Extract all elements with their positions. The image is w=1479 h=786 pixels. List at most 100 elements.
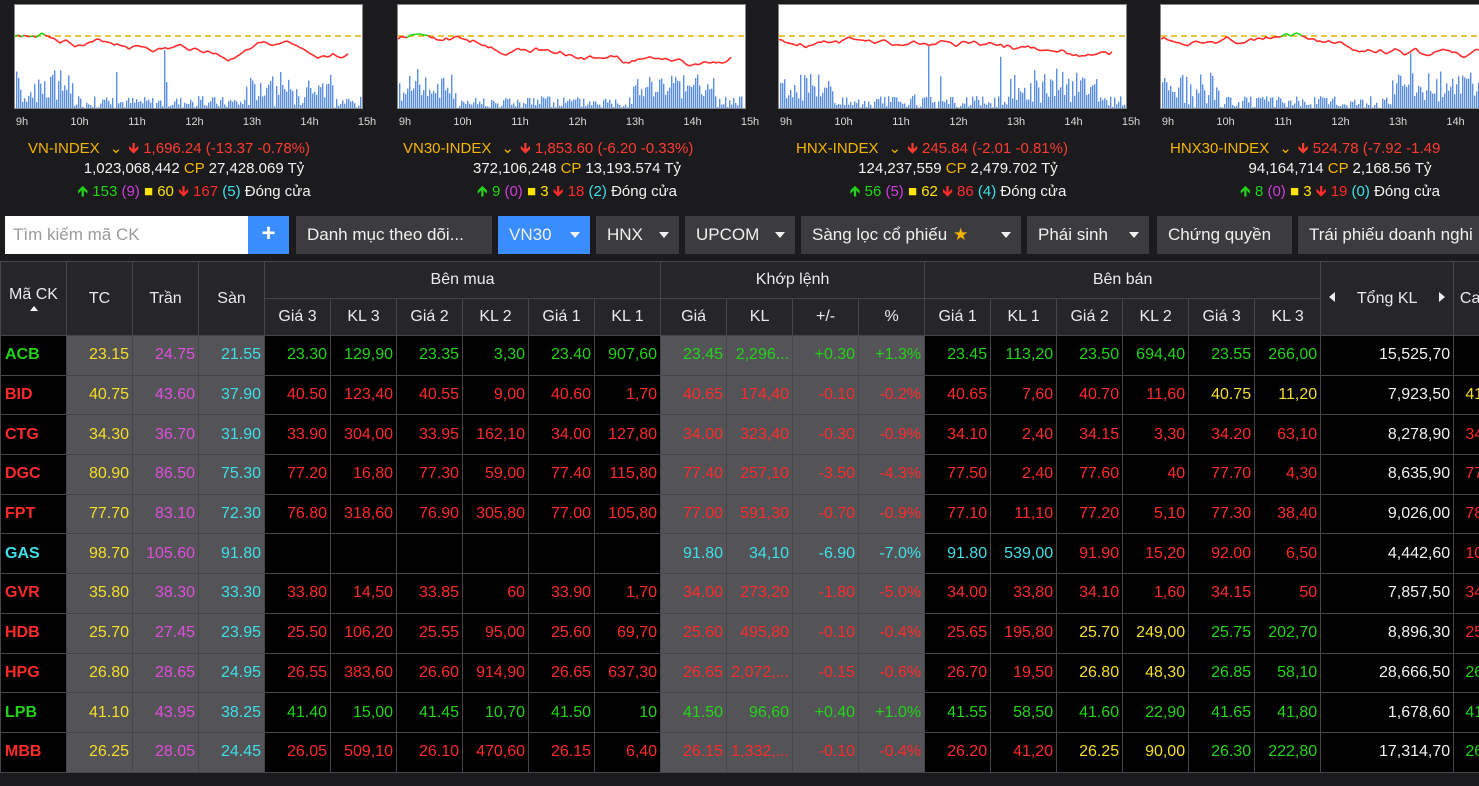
volume-bar: [256, 100, 258, 108]
volume-bar: [856, 103, 858, 108]
price-line-segment: [925, 42, 930, 47]
chevron-down-icon[interactable]: ⌄: [109, 140, 123, 157]
table-row[interactable]: DGC 80.90 86.50 75.30 77.20 16,80 77.30 59,00 77…: [0, 454, 1479, 495]
volume-bar: [952, 96, 954, 108]
price-line-segment: [949, 41, 954, 45]
price-line-segment: [1460, 55, 1465, 59]
volume-bar: [786, 98, 788, 108]
price-line-segment: [580, 56, 585, 61]
volume-bar: [1450, 86, 1452, 108]
price-line-segment: [715, 61, 720, 64]
col-header-symbol[interactable]: Mã CK: [0, 261, 67, 336]
symbol-cell[interactable]: MBB: [0, 731, 67, 773]
volume-bar: [188, 103, 190, 108]
chevron-down-icon[interactable]: ⌄: [1279, 140, 1292, 157]
table-row[interactable]: MBB 26.25 28.05 24.45 26.05 509,10 26.10 470,60…: [0, 731, 1479, 773]
volume-bar: [1048, 96, 1050, 108]
volume-bar: [900, 101, 902, 108]
table-row[interactable]: HDB 25.70 27.45 23.95 25.50 106,20 25.55 95,00 2…: [0, 612, 1479, 654]
symbol-cell[interactable]: CTG: [0, 414, 67, 456]
volume-bar: [467, 100, 469, 108]
hnx-dropdown[interactable]: HNX: [596, 216, 679, 254]
table-cell: 27.45: [132, 612, 199, 654]
volume-bar: [832, 91, 834, 108]
symbol-cell[interactable]: DGC: [0, 454, 67, 495]
col-header-12: +/-: [792, 298, 860, 336]
volume-bar: [272, 76, 274, 108]
volume-bar: [20, 89, 22, 108]
warrants-button[interactable]: Chứng quyền: [1157, 216, 1292, 254]
scroll-left-icon[interactable]: [1329, 292, 1336, 302]
index-panel-vn[interactable]: 9h 10h 11h 12h 13h 14h 15h VN-INDEX ⌄ 🡻 1,696.24…: [14, 0, 376, 210]
table-row[interactable]: FPT 77.70 83.10 72.30 76.80 318,60 76.90 305,80…: [0, 493, 1479, 535]
watchlist-button[interactable]: Danh mục theo dõi...: [296, 216, 492, 254]
derivatives-dropdown[interactable]: Phái sinh: [1027, 216, 1149, 254]
market-status: Đóng cửa: [1000, 183, 1067, 200]
price-line-segment: [871, 41, 876, 44]
price-line-segment: [1283, 32, 1288, 36]
symbol-cell[interactable]: HDB: [0, 612, 67, 654]
table-row[interactable]: GAS 98.70 105.60 91.80 91.80 34,10 -6.90 -7.0% 9…: [0, 533, 1479, 575]
volume-bar: [298, 96, 300, 108]
table-cell: 24.45: [198, 731, 265, 773]
price-line-segment: [203, 50, 208, 54]
table-cell: 26.60: [396, 652, 463, 694]
add-symbol-button[interactable]: +: [248, 216, 289, 254]
corporate-bonds-button[interactable]: Trái phiếu doanh nghi: [1298, 216, 1479, 254]
chevron-down-icon[interactable]: ⌄: [888, 140, 902, 157]
table-cell: 76.80: [264, 493, 331, 535]
table-cell: 33.80: [264, 573, 331, 614]
search-input[interactable]: [5, 216, 249, 254]
button-label: HNX: [607, 225, 643, 244]
chevron-down-icon[interactable]: ⌄: [501, 140, 514, 157]
volume-bar: [669, 87, 671, 108]
table-cell: 34.00: [660, 414, 728, 456]
volume-bar: [294, 104, 296, 108]
symbol-cell[interactable]: GVR: [0, 573, 67, 614]
table-row[interactable]: HPG 26.80 28.65 24.95 26.55 383,60 26.60 914,90…: [0, 652, 1479, 694]
symbol-cell[interactable]: ACB: [0, 335, 67, 376]
scroll-right-icon[interactable]: [1439, 292, 1446, 302]
volume-bar: [780, 82, 782, 108]
volume-bar: [703, 96, 705, 108]
volume-bar: [102, 99, 104, 108]
symbol-cell[interactable]: LPB: [0, 692, 67, 733]
col-header-total-volume[interactable]: Tổng KL: [1320, 261, 1455, 336]
index-panel-hnx[interactable]: 9h 10h 11h 12h 13h 14h 15h HNX-INDEX ⌄ 🡻 245.84 …: [778, 0, 1140, 210]
vn30-dropdown[interactable]: VN30: [498, 216, 590, 254]
price-line-segment: [508, 51, 513, 54]
volume-bar: [46, 97, 48, 108]
index-panel-vn30[interactable]: 9h 10h 11h 12h 13h 14h 15h VN30-INDEX ⌄ 🡻 1,853.…: [397, 0, 759, 210]
table-cell: 41.40: [264, 692, 331, 733]
volume-bar: [996, 106, 998, 108]
symbol-cell[interactable]: FPT: [0, 493, 67, 535]
price-line-segment: [1334, 41, 1339, 45]
table-row[interactable]: ACB 23.15 24.75 21.55 23.30 129,90 23.35 3,30 23…: [0, 335, 1479, 376]
volume-bar: [928, 46, 930, 108]
stock-screener-dropdown[interactable]: Sàng lọc cổ phiếu ★: [801, 216, 1021, 254]
volume-bar: [866, 106, 868, 108]
symbol-cell[interactable]: HPG: [0, 652, 67, 694]
price-line-segment: [1370, 50, 1375, 54]
table-cell: 23.45: [924, 335, 992, 376]
volume-bar: [140, 100, 142, 108]
table-row[interactable]: LPB 41.10 43.95 38.25 41.40 15,00 41.45 10,70 41…: [0, 692, 1479, 733]
table-cell: [462, 533, 529, 575]
price-line-segment: [1448, 49, 1453, 54]
price-line-segment: [224, 57, 229, 62]
index-volume: 94,164,714: [1248, 160, 1324, 177]
table-cell: 105,80: [593, 493, 662, 535]
volume-bar: [1108, 105, 1110, 108]
up-arrow-icon: 🡹: [77, 183, 89, 200]
upcom-dropdown[interactable]: UPCOM: [685, 216, 795, 254]
price-line-segment: [227, 58, 232, 62]
volume-bar: [643, 96, 645, 108]
sort-arrow-icon[interactable]: [29, 306, 38, 311]
symbol-cell[interactable]: BID: [0, 374, 67, 416]
symbol-cell[interactable]: GAS: [0, 533, 67, 575]
table-row[interactable]: CTG 34.30 36.70 31.90 33.90 304,00 33.95 162,10…: [0, 414, 1479, 456]
table-row[interactable]: GVR 35.80 38.30 33.30 33.80 14,50 33.85 60 33.90…: [0, 573, 1479, 614]
table-row[interactable]: BID 40.75 43.60 37.90 40.50 123,40 40.55 9,00 40…: [0, 374, 1479, 416]
